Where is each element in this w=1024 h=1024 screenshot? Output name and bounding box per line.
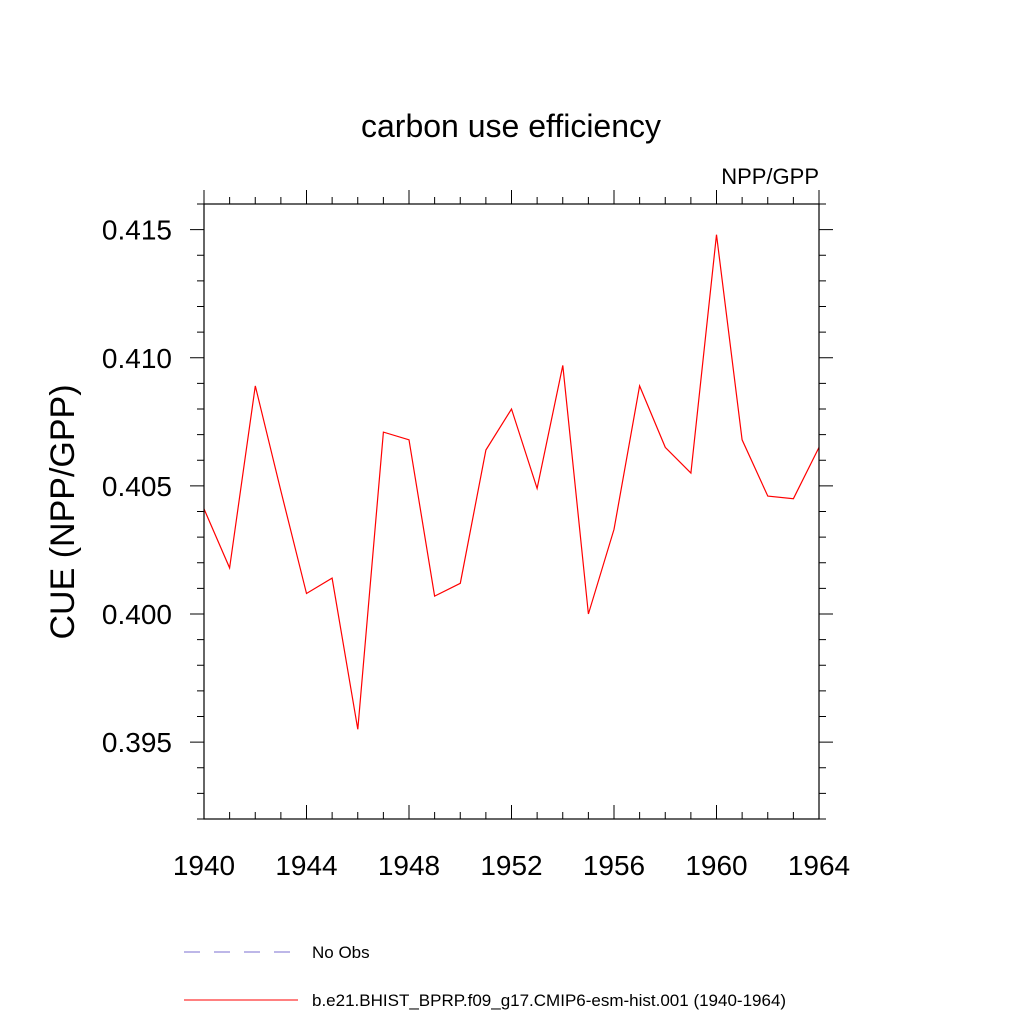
x-tick-label: 1944 (275, 850, 337, 881)
x-tick-label: 1964 (788, 850, 850, 881)
y-tick-label: 0.395 (102, 727, 172, 758)
y-tick-label: 0.400 (102, 599, 172, 630)
series-layer (203, 234, 820, 730)
plot-frame (203, 203, 820, 820)
chart-subtitle: NPP/GPP (721, 164, 819, 189)
x-tick-label: 1952 (480, 850, 542, 881)
x-tick-label: 1956 (583, 850, 645, 881)
y-tick-labels: 0.395 0.400 0.405 0.410 0.415 (102, 215, 172, 759)
x-tick-label: 1940 (173, 850, 235, 881)
series-line-cue (203, 234, 820, 730)
chart-title: carbon use efficiency (361, 108, 661, 144)
legend: No Obs b.e21.BHIST_BPRP.f09_g17.CMIP6-es… (184, 943, 786, 1010)
y-tick-label: 0.405 (102, 471, 172, 502)
y-tick-label: 0.415 (102, 215, 172, 246)
x-tick-label: 1948 (378, 850, 440, 881)
axis-ticks (190, 190, 833, 820)
legend-label-model: b.e21.BHIST_BPRP.f09_g17.CMIP6-esm-hist.… (312, 991, 786, 1010)
legend-label-no-obs: No Obs (312, 943, 370, 962)
y-tick-label: 0.410 (102, 343, 172, 374)
x-tick-label: 1960 (685, 850, 747, 881)
y-axis-label: CUE (NPP/GPP) (44, 384, 82, 639)
x-tick-labels: 1940 1944 1948 1952 1956 1960 1964 (173, 850, 850, 881)
